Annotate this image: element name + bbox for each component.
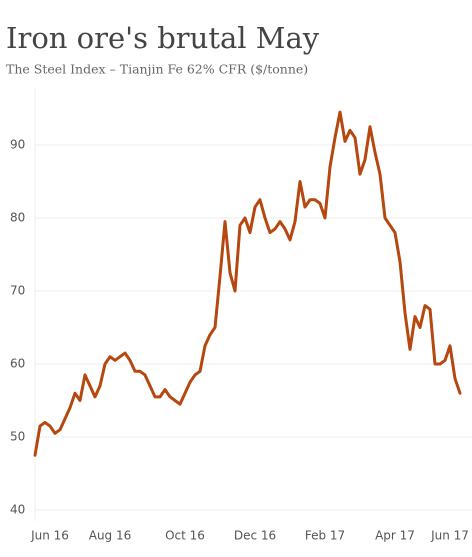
y-tick-label: 40: [10, 503, 25, 517]
chart-title: Iron ore's brutal May: [6, 21, 320, 55]
x-tick-label: Jun 17: [430, 529, 469, 543]
y-tick-label: 70: [10, 284, 25, 298]
y-tick-label: 90: [10, 138, 25, 152]
y-tick-label: 50: [10, 430, 25, 444]
x-tick-label: Apr 17: [375, 529, 415, 543]
x-tick-label: Oct 16: [165, 529, 205, 543]
y-tick-label: 60: [10, 357, 25, 371]
x-tick-label: Feb 17: [305, 529, 345, 543]
x-tick-label: Jun 16: [30, 529, 69, 543]
y-tick-label: 80: [10, 211, 25, 225]
line: [33, 110, 462, 457]
chart-subtitle: The Steel Index – Tianjin Fe 62% CFR ($/…: [6, 62, 308, 77]
x-tick-label: Aug 16: [89, 529, 132, 543]
x-tick-label: Dec 16: [234, 529, 276, 543]
